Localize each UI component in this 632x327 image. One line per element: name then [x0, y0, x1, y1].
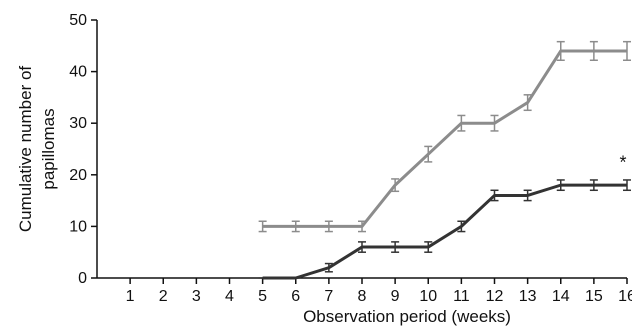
data-point [556, 179, 565, 192]
y-tick-label: 30 [69, 115, 87, 132]
axes [91, 19, 628, 284]
y-tick-label: 20 [69, 167, 87, 184]
x-tick-label: 12 [486, 288, 504, 305]
data-point [291, 220, 300, 233]
data-point [258, 220, 267, 233]
series-line [262, 49, 627, 228]
x-tick-label: 1 [126, 288, 135, 305]
x-axis-title: Observation period (weeks) [303, 307, 511, 326]
x-tick-label: 2 [159, 288, 168, 305]
x-tick-label: 15 [585, 288, 603, 305]
y-axis-title-line: Cumulative number of [16, 66, 35, 233]
significance-marker: * [619, 152, 626, 172]
data-point [324, 220, 333, 233]
x-tick-label: 7 [324, 288, 333, 305]
y-tick-label: 0 [78, 270, 87, 287]
data-point [623, 179, 631, 192]
x-tick-label: 11 [453, 288, 470, 305]
data-point [556, 40, 565, 61]
y-tick-label: 50 [69, 12, 87, 29]
data-point [490, 114, 499, 132]
data-point [490, 189, 499, 202]
data-point [358, 220, 366, 233]
data-point [424, 145, 433, 163]
data-point [589, 179, 598, 192]
series-group [258, 40, 631, 280]
data-point [391, 241, 400, 253]
x-tick-label: 13 [519, 288, 537, 305]
data-point [589, 40, 598, 61]
y-tick-label: 40 [69, 64, 87, 81]
y-tick-label: 10 [69, 218, 87, 235]
x-tick-label: 9 [391, 288, 400, 305]
y-axis-title: Cumulative number of papillomas [16, 66, 58, 233]
data-point [523, 189, 532, 202]
series-2 [258, 179, 631, 280]
x-tick-label: 5 [258, 288, 267, 305]
data-point [523, 94, 532, 112]
x-tick-label: 4 [225, 288, 234, 305]
data-point [391, 178, 400, 193]
x-tick-label: 3 [192, 288, 201, 305]
series-line [262, 183, 627, 280]
data-point [457, 114, 466, 132]
x-tick-label: 6 [291, 288, 300, 305]
x-tick-label: 14 [552, 288, 570, 305]
x-tick-label: 8 [358, 288, 367, 305]
data-point [457, 220, 466, 233]
data-point [623, 40, 631, 61]
y-axis-title-line: papillomas [39, 108, 58, 189]
x-tick-label: 10 [419, 288, 437, 305]
data-point [358, 241, 366, 253]
annotations: * [619, 152, 626, 172]
data-point [324, 262, 333, 273]
data-point [424, 241, 433, 253]
x-tick-label: 16 [618, 288, 632, 305]
series-1 [258, 40, 631, 233]
